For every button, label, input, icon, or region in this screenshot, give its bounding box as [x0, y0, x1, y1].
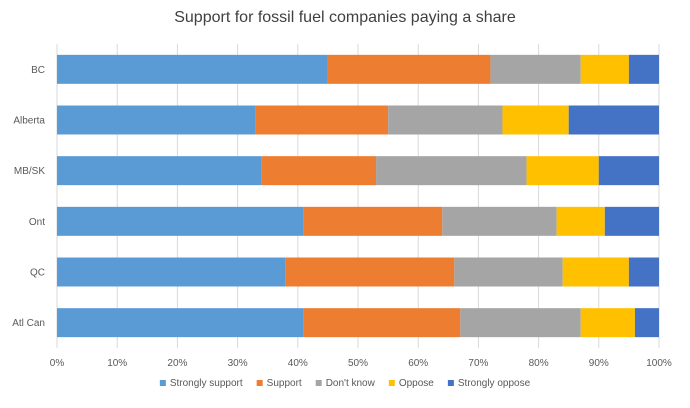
legend-label: Oppose	[399, 378, 434, 389]
category-label: Alberta	[13, 116, 45, 127]
bar-segment	[604, 206, 659, 236]
bar-segment	[460, 308, 581, 338]
legend-label: Support	[267, 378, 302, 389]
bar-segment	[526, 156, 599, 186]
legend-label: Don't know	[326, 378, 376, 389]
bar-segment	[261, 156, 377, 186]
bar-segment	[255, 105, 389, 135]
bar-segment	[490, 54, 581, 84]
legend-label: Strongly support	[170, 378, 243, 389]
x-tick-label: 40%	[288, 358, 308, 369]
bar-segment	[628, 257, 659, 287]
bar-segment	[376, 156, 527, 186]
x-tick-label: 50%	[348, 358, 368, 369]
legend-swatch	[256, 380, 263, 386]
x-tick-label: 0%	[50, 358, 65, 369]
bar-segment	[285, 257, 455, 287]
x-tick-label: 30%	[228, 358, 248, 369]
category-label: Ont	[29, 217, 45, 228]
bar-segment	[57, 257, 286, 287]
legend-swatch	[315, 380, 322, 386]
x-tick-label: 100%	[646, 358, 672, 369]
bar-segment	[57, 54, 328, 84]
legend-swatch	[159, 380, 166, 386]
x-tick-label: 60%	[408, 358, 428, 369]
bar-segment	[598, 156, 659, 186]
legend-label: Strongly oppose	[458, 378, 531, 389]
bar-segment	[454, 257, 563, 287]
bar-segment	[57, 308, 304, 338]
bar-segment	[57, 206, 304, 236]
chart-title: Support for fossil fuel companies paying…	[174, 9, 516, 26]
category-label: Atl Can	[12, 318, 45, 329]
legend-swatch	[388, 380, 395, 386]
bar-segment	[502, 105, 569, 135]
bar-segment	[628, 54, 659, 84]
x-tick-label: 90%	[589, 358, 609, 369]
x-tick-label: 80%	[529, 358, 549, 369]
bar-segment	[327, 54, 491, 84]
category-label: MB/SK	[14, 166, 45, 177]
bar-segment	[442, 206, 557, 236]
bar-segment	[303, 308, 461, 338]
bar-segment	[634, 308, 659, 338]
category-label: QC	[30, 268, 45, 279]
bar-segment	[556, 206, 605, 236]
bar-segment	[562, 257, 629, 287]
bar-segment	[303, 206, 443, 236]
x-tick-label: 70%	[468, 358, 488, 369]
bar-segment	[57, 105, 256, 135]
legend-swatch	[447, 380, 454, 386]
category-label: BC	[31, 65, 45, 76]
bar-segment	[580, 54, 629, 84]
x-tick-label: 10%	[107, 358, 127, 369]
bar-segment	[568, 105, 659, 135]
bar-segment	[57, 156, 262, 186]
bar-segment	[580, 308, 635, 338]
bar-segment	[388, 105, 503, 135]
x-tick-label: 20%	[167, 358, 187, 369]
